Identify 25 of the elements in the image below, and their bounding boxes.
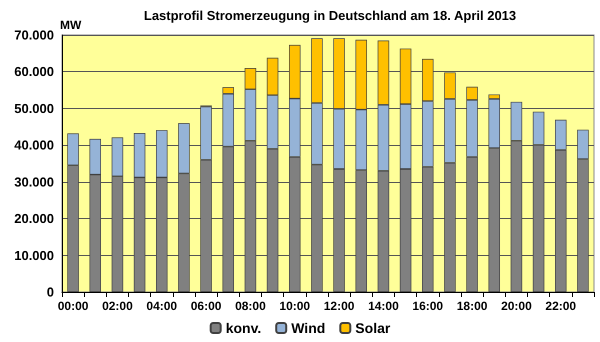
y-tick-label: 40.000 bbox=[14, 138, 54, 153]
x-tick-label: 16:00 bbox=[412, 299, 444, 313]
x-tick-label: 04:00 bbox=[146, 299, 178, 313]
y-tick-label: 50.000 bbox=[14, 100, 54, 116]
y-tick-label: 30.000 bbox=[14, 174, 54, 190]
x-tick-label: 06:00 bbox=[190, 299, 222, 313]
y-tick-label: 10.000 bbox=[14, 248, 54, 263]
y-tick-label: 0 bbox=[46, 284, 54, 300]
x-tick-label: 18:00 bbox=[456, 299, 488, 313]
y-tick-label: 70.000 bbox=[14, 28, 54, 42]
x-tick-label: 20:00 bbox=[501, 299, 532, 313]
x-tick-label: 22:00 bbox=[545, 299, 576, 313]
x-tick-label: 10:00 bbox=[279, 299, 310, 313]
x-tick-label: 00:00 bbox=[58, 299, 89, 313]
y-tick-label: 20.000 bbox=[14, 211, 54, 226]
x-tick-label: 14:00 bbox=[368, 299, 400, 313]
x-tick-label: 08:00 bbox=[235, 299, 266, 313]
legend-label: Wind bbox=[291, 320, 326, 336]
legend-label: Solar bbox=[355, 320, 391, 336]
y-axis-title: MW bbox=[60, 18, 82, 32]
chart-title: Lastprofil Stromerzeugung in Deutschland am 18. April 2013 bbox=[144, 8, 516, 23]
legend-label: konv. bbox=[226, 320, 262, 336]
x-tick-label: 12:00 bbox=[324, 299, 355, 313]
y-tick-label: 60.000 bbox=[14, 64, 54, 80]
x-tick-label: 02:00 bbox=[102, 299, 134, 313]
